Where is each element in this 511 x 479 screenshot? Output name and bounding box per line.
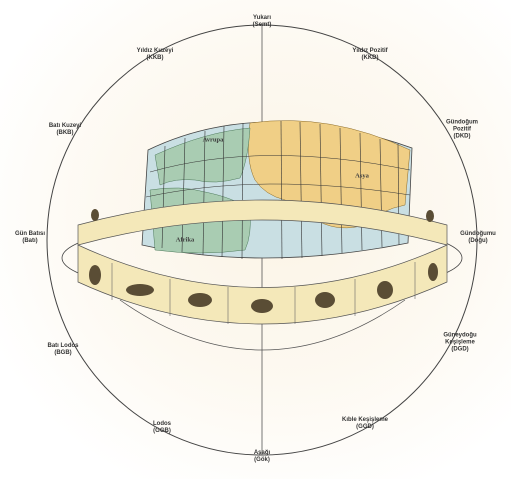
label-right-lower: Güneydoğu Keşişleme (DGD) [443, 332, 477, 353]
zodiac-figure-4 [251, 299, 273, 313]
label-upper-right: Yıldız Pozitif (KKD) [352, 48, 388, 61]
zodiac-figure-6 [377, 281, 393, 299]
label-upper-left: Yıldız Kuzeyi (KKB) [136, 48, 174, 61]
zodiac-figure-7 [428, 263, 438, 281]
label-left-upper: Batı Kuzeyi (BKB) [48, 123, 82, 136]
label-bottom: Aşağı (Gök) [253, 450, 271, 463]
label-right-mid: Gündoğumu (Doğu) [460, 231, 496, 244]
continent-label-africa: Afrika [175, 236, 195, 244]
zodiac-figure-2 [126, 284, 154, 296]
continent-label-asia: Asya [355, 172, 369, 180]
label-left-lower: Batı Lodos (BGB) [47, 343, 79, 356]
zodiac-figure-8 [91, 209, 99, 221]
zodiac-band [77, 199, 448, 325]
zodiac-figure-5 [315, 292, 335, 308]
label-left-mid: Gün Batısı (Batı) [14, 231, 46, 244]
europe-landmass [154, 127, 251, 186]
zodiac-figure-9 [426, 210, 434, 222]
label-lower-left: Lodos (GGB) [153, 421, 171, 434]
label-right-upper: Gündoğum Pozitif (DKD) [446, 119, 478, 140]
zodiac-figure-1 [89, 265, 101, 285]
continent-label-europe: Avrupa [202, 136, 224, 144]
label-lower-right: Kıble Keşişleme (GGD) [341, 417, 389, 430]
lower-arc [119, 299, 406, 351]
zodiac-figure-3 [188, 293, 212, 307]
label-top: Yukarı (Semt) [252, 15, 272, 28]
